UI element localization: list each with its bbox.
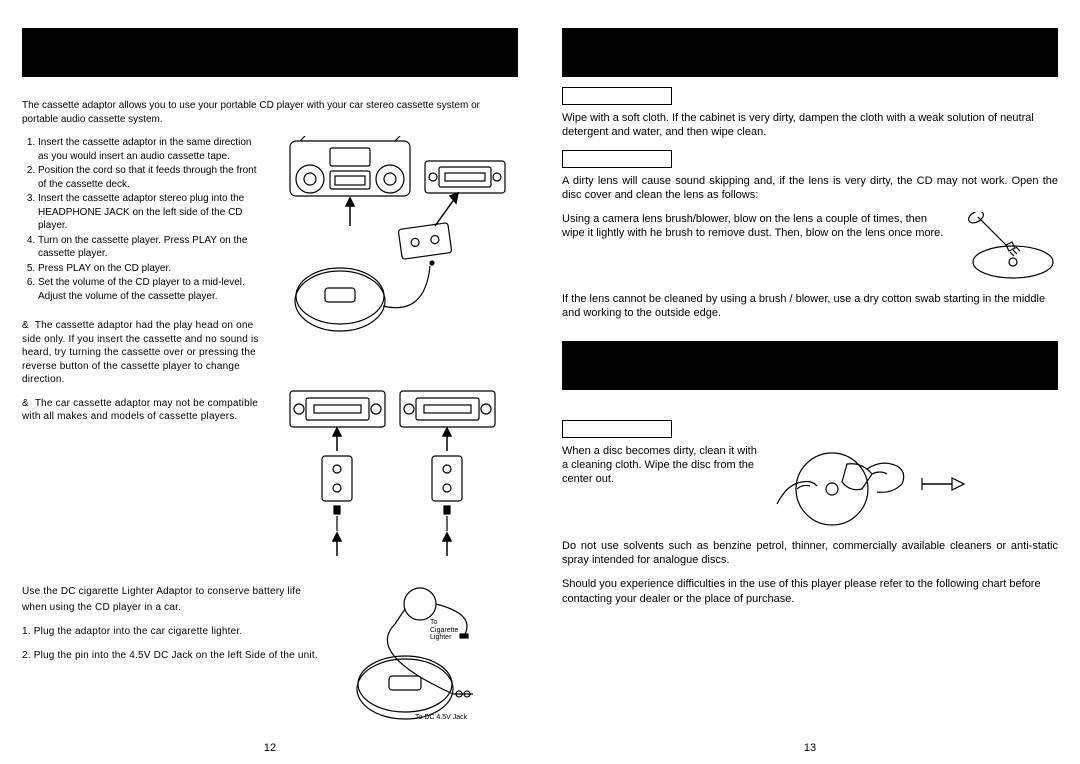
page-number: 13 bbox=[540, 742, 1080, 754]
subsection-box bbox=[562, 87, 672, 105]
disc-cleaning-illustration bbox=[772, 444, 982, 529]
bottom-step: 2. Plug the pin into the 4.5V DC Jack on… bbox=[22, 648, 322, 664]
cigarette-adaptor-illustration: To Cigarette Lighter To DC 4.5V Jack bbox=[332, 584, 518, 734]
step-item: Set the volume of the CD player to a mid… bbox=[38, 276, 262, 303]
disc-text1: When a disc becomes dirty, clean it with… bbox=[562, 444, 762, 487]
section-header-bar bbox=[562, 341, 1058, 390]
steps-row: Insert the cassette adaptor in the same … bbox=[22, 136, 518, 566]
note-text: & The cassette adaptor had the play head… bbox=[22, 319, 262, 387]
lens-brush-illustration bbox=[958, 212, 1058, 282]
page-left: The cassette adaptor allows you to use y… bbox=[0, 0, 540, 764]
lens-intro: A dirty lens will cause sound skipping a… bbox=[562, 174, 1058, 203]
dc-adaptor-svg bbox=[345, 584, 505, 734]
step-item: Position the cord so that it feeds throu… bbox=[38, 164, 262, 191]
cassette-adaptor-illustration bbox=[280, 136, 510, 566]
bottom-step: 1. Plug the adaptor into the car cigaret… bbox=[22, 624, 322, 640]
steps-list: Insert the cassette adaptor in the same … bbox=[22, 136, 262, 303]
caption-cigarette: To Cigarette Lighter bbox=[430, 619, 458, 642]
lens-text2: If the lens cannot be cleaned by using a… bbox=[562, 292, 1058, 321]
bottom-intro: Use the DC cigarette Lighter Adaptor to … bbox=[22, 584, 322, 616]
cabinet-text: Wipe with a soft cloth. If the cabinet i… bbox=[562, 111, 1058, 140]
step-item: Press PLAY on the CD player. bbox=[38, 262, 262, 276]
step-item: Insert the cassette adaptor in the same … bbox=[38, 136, 262, 163]
steps-column: Insert the cassette adaptor in the same … bbox=[22, 136, 262, 566]
page-number: 12 bbox=[0, 742, 540, 754]
notes-block: & The cassette adaptor had the play head… bbox=[22, 319, 262, 424]
disc-text2: Do not use solvents such as benzine petr… bbox=[562, 539, 1058, 568]
intro-paragraph: The cassette adaptor allows you to use y… bbox=[22, 99, 518, 126]
caption-dcjack: To DC 4.5V Jack bbox=[415, 714, 467, 722]
subsection-box bbox=[562, 420, 672, 438]
lens-text1: Using a camera lens brush/blower, blow o… bbox=[562, 212, 948, 241]
illustration-column bbox=[272, 136, 518, 566]
step-item: Turn on the cassette player. Press PLAY … bbox=[38, 234, 262, 261]
step-item: Insert the cassette adaptor stereo plug … bbox=[38, 192, 262, 233]
section-header-bar bbox=[22, 28, 518, 77]
page-right: Wipe with a soft cloth. If the cabinet i… bbox=[540, 0, 1080, 764]
section-header-bar bbox=[562, 28, 1058, 77]
subsection-box bbox=[562, 150, 672, 168]
note-text: & The car cassette adaptor may not be co… bbox=[22, 397, 262, 424]
disc-row: When a disc becomes dirty, clean it with… bbox=[562, 444, 1058, 529]
disc-text3: Should you experience difficulties in th… bbox=[562, 577, 1058, 606]
bottom-text-column: Use the DC cigarette Lighter Adaptor to … bbox=[22, 584, 322, 734]
lens-row: Using a camera lens brush/blower, blow o… bbox=[562, 212, 1058, 282]
bottom-section: Use the DC cigarette Lighter Adaptor to … bbox=[22, 584, 518, 734]
